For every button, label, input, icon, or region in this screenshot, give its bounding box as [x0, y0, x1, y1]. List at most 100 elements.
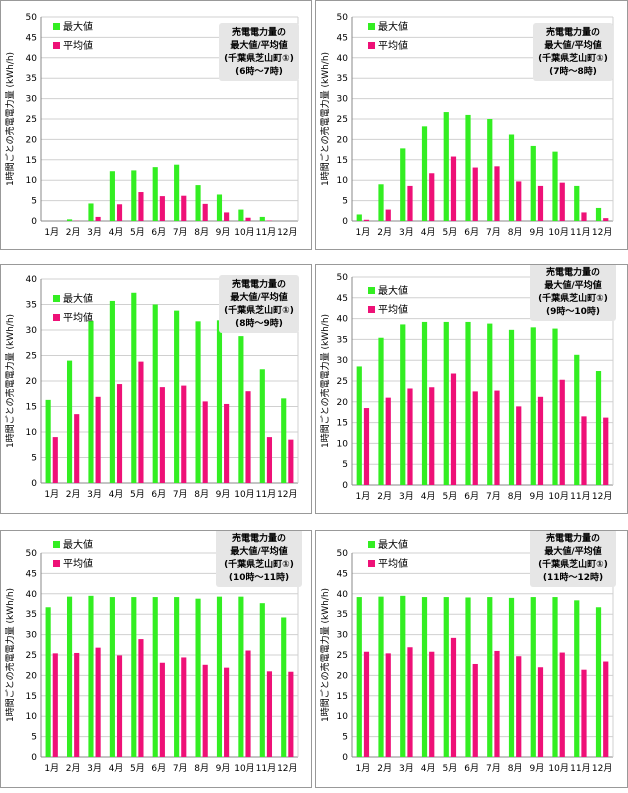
bar-avg — [160, 387, 165, 483]
x-tick-label: 6月 — [151, 227, 166, 238]
bar-avg — [516, 406, 521, 485]
legend-swatch-max — [368, 23, 375, 30]
x-tick-label: 12月 — [277, 763, 297, 774]
x-tick-label: 12月 — [277, 227, 297, 238]
bar-avg — [603, 418, 608, 485]
x-tick-label: 4月 — [109, 227, 124, 238]
legend-swatch-avg — [53, 42, 60, 49]
legend-label-avg: 平均値 — [378, 303, 408, 316]
y-tick-label: 35 — [26, 74, 37, 84]
y-tick-label: 45 — [337, 294, 348, 304]
x-tick-label: 3月 — [87, 227, 102, 238]
bar-avg — [407, 647, 412, 757]
x-tick-label: 9月 — [530, 763, 545, 774]
bar-max — [357, 214, 362, 221]
bar-max — [422, 597, 427, 757]
bar-max — [531, 597, 536, 757]
bar-avg — [224, 668, 229, 757]
y-tick-label: 20 — [337, 671, 349, 681]
y-tick-label: 25 — [26, 651, 37, 661]
bar-max — [131, 170, 136, 221]
y-axis-label: 1時間ごとの売電電力量 (kWh/h) — [319, 588, 331, 722]
bar-max — [153, 305, 158, 484]
bar-avg — [160, 196, 165, 221]
title-line: (千葉県芝山町①) — [538, 558, 608, 570]
bar-avg — [451, 374, 456, 485]
y-tick-label: 40 — [337, 315, 349, 325]
y-tick-label: 50 — [337, 273, 349, 283]
bar-max — [110, 171, 115, 221]
bar-avg — [96, 217, 101, 221]
legend-swatch-avg — [368, 306, 375, 313]
x-tick-label: 1月 — [44, 489, 59, 500]
x-tick-label: 12月 — [592, 491, 612, 502]
bar-avg — [364, 408, 369, 485]
bar-max — [281, 617, 286, 757]
bar-max — [509, 598, 514, 757]
x-tick-label: 8月 — [508, 763, 523, 774]
bar-max — [174, 597, 179, 757]
y-tick-label: 30 — [337, 631, 349, 641]
y-tick-label: 40 — [26, 275, 38, 285]
bar-avg — [451, 638, 456, 757]
bar-avg — [538, 667, 543, 757]
bar-max — [531, 146, 536, 221]
x-tick-label: 7月 — [486, 227, 501, 238]
legend-swatch-avg — [368, 42, 375, 49]
title-line: (千葉県芝山町①) — [224, 304, 294, 316]
y-tick-label: 30 — [26, 631, 38, 641]
bar-avg — [516, 181, 521, 221]
bar-avg — [473, 168, 478, 221]
y-tick-label: 5 — [342, 460, 348, 470]
title-line: (9時〜10時) — [546, 305, 600, 317]
y-tick-label: 10 — [26, 712, 38, 722]
y-tick-label: 40 — [337, 54, 349, 64]
bar-avg — [181, 386, 186, 483]
bar-max — [260, 217, 265, 221]
y-tick-label: 5 — [31, 454, 37, 464]
legend-label-avg: 平均値 — [378, 557, 408, 570]
title-line: 売電電力量の — [546, 266, 600, 278]
legend-label-max: 最大値 — [63, 20, 93, 33]
title-line: 最大値/平均値 — [230, 291, 287, 303]
bar-avg — [288, 440, 293, 483]
x-tick-label: 11月 — [570, 227, 590, 238]
x-tick-label: 4月 — [421, 763, 436, 774]
x-tick-label: 4月 — [109, 763, 124, 774]
bar-avg — [538, 397, 543, 485]
y-tick-label: 10 — [337, 712, 349, 722]
bar-max — [46, 400, 51, 483]
legend-label-max: 最大値 — [378, 538, 408, 551]
y-tick-label: 40 — [26, 590, 38, 600]
bar-avg — [53, 653, 58, 757]
bar-max — [238, 210, 243, 221]
bar-avg — [516, 656, 521, 757]
bar-avg — [386, 210, 391, 221]
bar-max — [574, 600, 579, 757]
bar-max — [174, 311, 179, 483]
title-line: 売電電力量の — [232, 26, 286, 38]
bar-max — [131, 597, 136, 757]
title-line: (7時〜8時) — [549, 65, 597, 77]
y-tick-label: 45 — [337, 33, 348, 43]
bar-avg — [117, 204, 122, 221]
bar-avg — [560, 653, 565, 757]
y-tick-label: 20 — [26, 135, 38, 145]
y-tick-label: 35 — [337, 610, 348, 620]
x-tick-label: 10月 — [234, 227, 254, 238]
bar-avg — [117, 384, 122, 483]
bar-max — [110, 301, 115, 483]
bar-max — [238, 597, 243, 757]
x-tick-label: 9月 — [216, 763, 231, 774]
y-axis-label: 1時間ごとの売電電力量 (kWh/h) — [319, 314, 331, 448]
x-tick-label: 5月 — [130, 489, 145, 500]
bar-max — [378, 184, 383, 221]
